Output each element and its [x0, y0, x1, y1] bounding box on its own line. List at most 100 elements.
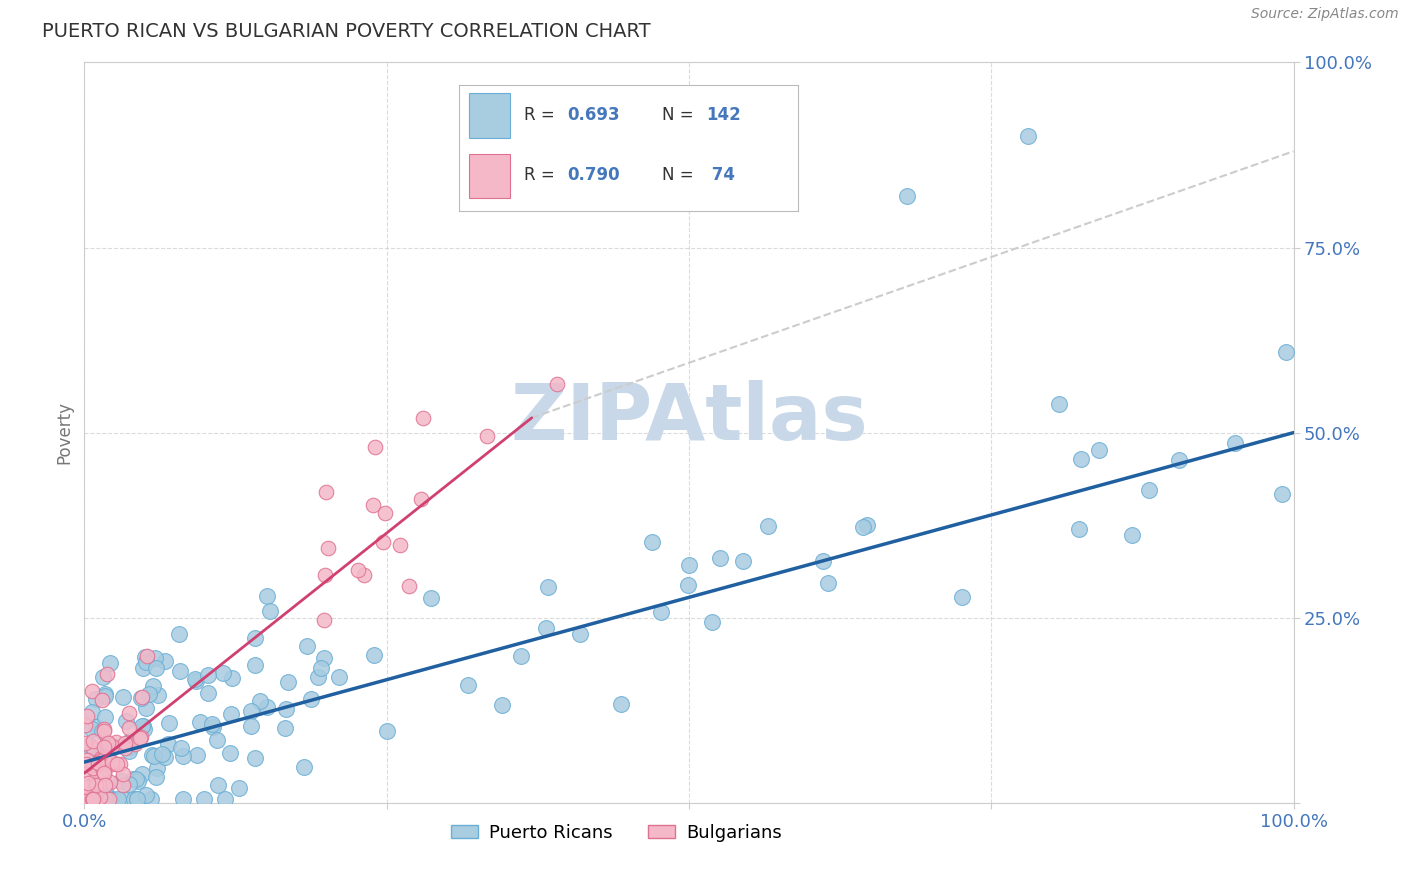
Point	[259, 604, 281, 618]
Point	[328, 670, 350, 684]
Point	[91, 670, 114, 684]
Point	[86, 750, 108, 764]
Text: Source: ZipAtlas.com: Source: ZipAtlas.com	[1251, 7, 1399, 21]
Point	[143, 651, 166, 665]
Point	[457, 678, 479, 692]
Point	[101, 757, 124, 772]
Point	[90, 751, 112, 765]
Legend: Puerto Ricans, Bulgarians: Puerto Ricans, Bulgarians	[443, 817, 789, 849]
Point	[111, 690, 134, 704]
Point	[87, 756, 110, 770]
Point	[193, 792, 215, 806]
Point	[249, 693, 271, 707]
Point	[398, 579, 420, 593]
Point	[186, 673, 208, 688]
Point	[1047, 397, 1070, 411]
Point	[243, 632, 266, 646]
Point	[105, 757, 128, 772]
Point	[277, 674, 299, 689]
Point	[84, 756, 107, 771]
Point	[87, 778, 110, 792]
Point	[678, 578, 700, 592]
Point	[678, 558, 700, 572]
Point	[201, 716, 224, 731]
Point	[89, 789, 111, 804]
Point	[361, 499, 384, 513]
Point	[110, 773, 132, 788]
Point	[1271, 486, 1294, 500]
Point	[82, 733, 104, 747]
Point	[94, 710, 117, 724]
Point	[128, 731, 150, 745]
Point	[98, 656, 121, 670]
Point	[100, 739, 122, 753]
Point	[309, 661, 332, 675]
Point	[568, 627, 591, 641]
Point	[256, 589, 278, 603]
Point	[491, 698, 513, 712]
Point	[98, 775, 121, 789]
Point	[312, 651, 335, 665]
Point	[98, 792, 121, 806]
Point	[127, 773, 149, 788]
Point	[93, 766, 115, 780]
Point	[817, 575, 839, 590]
Point	[188, 715, 211, 730]
Point	[73, 736, 96, 750]
Point	[90, 792, 112, 806]
Point	[202, 721, 225, 735]
Point	[412, 410, 434, 425]
Point	[112, 792, 135, 806]
Point	[363, 648, 385, 662]
Point	[756, 519, 779, 533]
Point	[75, 718, 97, 732]
Point	[153, 654, 176, 668]
Point	[100, 741, 122, 756]
Point	[295, 640, 318, 654]
Point	[132, 719, 155, 733]
Point	[1223, 435, 1246, 450]
Point	[96, 779, 118, 793]
Point	[307, 670, 329, 684]
Point	[90, 753, 112, 767]
Point	[132, 660, 155, 674]
Point	[1070, 452, 1092, 467]
Point	[299, 691, 322, 706]
Point	[98, 741, 121, 756]
Point	[371, 534, 394, 549]
Point	[84, 692, 107, 706]
Point	[82, 705, 104, 719]
Point	[172, 792, 194, 806]
Point	[145, 660, 167, 674]
Point	[93, 752, 115, 766]
Point	[197, 686, 219, 700]
Y-axis label: Poverty: Poverty	[55, 401, 73, 464]
Point	[136, 649, 159, 664]
Point	[145, 770, 167, 784]
Point	[122, 792, 145, 806]
Point	[129, 730, 152, 744]
Point	[221, 671, 243, 685]
Point	[93, 724, 115, 739]
Point	[950, 590, 973, 604]
Point	[214, 792, 236, 806]
Point	[118, 734, 141, 748]
Point	[76, 753, 98, 767]
Point	[537, 581, 560, 595]
Point	[84, 790, 107, 805]
Point	[131, 690, 153, 704]
Point	[167, 626, 190, 640]
Point	[183, 673, 205, 687]
Point	[77, 776, 100, 790]
Point	[205, 732, 228, 747]
Point	[389, 538, 412, 552]
Point	[420, 591, 443, 606]
Point	[813, 554, 835, 568]
Point	[75, 792, 97, 806]
Point	[159, 715, 181, 730]
Point	[93, 778, 115, 792]
Point	[118, 706, 141, 721]
Point	[131, 719, 153, 733]
Point	[138, 686, 160, 700]
Point	[609, 697, 631, 711]
